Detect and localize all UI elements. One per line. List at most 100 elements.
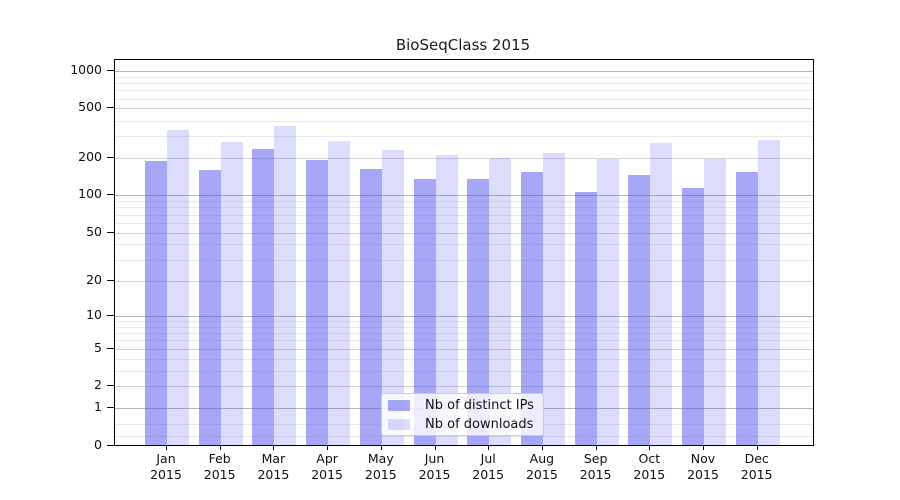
bar-downloads-dec — [757, 139, 780, 445]
bar-distinct-ips-dec — [735, 171, 758, 445]
x-tick-nov — [703, 445, 704, 450]
gridline-mid — [115, 232, 813, 234]
y-tick-label-20: 20 — [86, 271, 102, 287]
x-tick-oct — [649, 445, 651, 450]
y-tick-1000 — [107, 69, 114, 71]
gridline-minor — [115, 244, 813, 246]
y-tick-label-0: 0 — [94, 437, 102, 452]
y-tick-0 — [107, 445, 114, 446]
gridline-mid — [115, 108, 813, 110]
x-tick-label-jan: Jan 2015 — [134, 451, 198, 482]
legend-swatch-downloads — [388, 418, 410, 430]
x-tick-feb — [219, 445, 221, 450]
x-label-month: Feb — [208, 451, 231, 466]
gridline-minor — [115, 333, 813, 335]
bar-downloads-sep — [596, 158, 619, 445]
bar-downloads-jun — [435, 154, 458, 445]
y-tick-1 — [107, 407, 114, 409]
y-tick-label-500: 500 — [78, 99, 102, 115]
bar-downloads-feb — [220, 141, 243, 445]
y-tick-2 — [107, 385, 114, 387]
gridline-mid — [115, 348, 813, 350]
bar-downloads-oct — [650, 143, 673, 445]
x-tick-may — [380, 445, 382, 450]
x-label-month: Jun — [424, 451, 445, 466]
x-tick-label-dec: Dec 2015 — [725, 451, 789, 482]
x-tick-label-feb: Feb 2015 — [188, 451, 252, 482]
x-tick-apr — [327, 445, 329, 450]
legend-swatch-distinct-ips — [388, 399, 410, 411]
x-label-year: 2015 — [150, 466, 182, 482]
bar-distinct-ips-apr — [306, 160, 329, 445]
gridline-minor — [115, 207, 813, 209]
x-label-year: 2015 — [472, 466, 505, 482]
bar-distinct-ips-feb — [198, 170, 221, 445]
bar-distinct-ips-aug — [520, 171, 543, 445]
y-tick-label-200: 200 — [78, 149, 102, 164]
gridline-major — [115, 70, 813, 72]
legend-label-downloads: Nb of downloads — [425, 416, 534, 432]
x-label-year: 2015 — [418, 466, 451, 482]
bar-distinct-ips-mar — [252, 149, 275, 445]
y-tick-10 — [107, 314, 114, 316]
bar-distinct-ips-sep — [574, 191, 597, 445]
bar-downloads-apr — [328, 140, 351, 445]
x-tick-label-sep: Sep 2015 — [564, 451, 628, 482]
x-label-year: 2015 — [525, 466, 558, 482]
x-label-month: Jan — [156, 451, 176, 466]
y-tick-label-50: 50 — [86, 223, 102, 239]
gridline-minor — [115, 136, 813, 138]
y-tick-label-100: 100 — [78, 186, 102, 202]
x-label-month: Jul — [480, 451, 496, 466]
y-tick-label-10: 10 — [86, 306, 102, 322]
y-tick-500 — [107, 107, 114, 109]
y-tick-label-1000: 1000 — [70, 61, 102, 77]
x-label-month: Apr — [316, 451, 338, 466]
y-tick-5 — [107, 347, 114, 349]
legend-item-distinct-ips: Nb of distinct IPs — [388, 397, 537, 413]
bar-downloads-may — [381, 150, 404, 445]
x-tick-label-mar: Mar 2015 — [241, 451, 305, 482]
gridline-minor — [115, 214, 813, 216]
gridline-minor — [115, 76, 813, 78]
x-label-year: 2015 — [311, 466, 343, 482]
x-label-year: 2015 — [257, 466, 290, 482]
x-label-year: 2015 — [740, 466, 773, 482]
x-label-month: May — [367, 451, 394, 466]
x-tick-label-jul: Jul 2015 — [456, 451, 520, 482]
bar-distinct-ips-oct — [628, 175, 651, 445]
x-label-month: Dec — [744, 451, 769, 466]
gridline-mid — [115, 386, 813, 388]
x-label-year: 2015 — [203, 466, 236, 482]
y-tick-label-1: 1 — [94, 399, 102, 415]
gridline-major — [115, 315, 813, 317]
chart-title: BioSeqClass 2015 — [395, 36, 531, 54]
x-label-year: 2015 — [633, 466, 666, 482]
y-tick-200 — [107, 157, 114, 158]
x-label-month: Mar — [261, 451, 286, 466]
x-tick-jul — [488, 445, 490, 450]
x-label-year: 2015 — [579, 466, 612, 482]
gridline-minor — [115, 436, 813, 438]
bar-downloads-mar — [274, 126, 297, 445]
gridline-minor — [115, 340, 813, 342]
x-label-year: 2015 — [364, 466, 397, 482]
x-label-year: 2015 — [687, 466, 719, 482]
x-tick-sep — [595, 445, 597, 450]
y-tick-label-5: 5 — [94, 339, 102, 355]
x-tick-aug — [541, 445, 543, 450]
bar-downloads-jan — [167, 130, 189, 445]
x-tick-jan — [166, 445, 167, 450]
gridline-minor — [115, 90, 813, 92]
gridline-minor — [115, 370, 813, 372]
y-tick-20 — [107, 279, 114, 281]
bar-downloads-jul — [489, 158, 512, 445]
x-label-month: Aug — [529, 451, 555, 466]
x-label-month: Sep — [583, 451, 608, 466]
x-tick-jun — [434, 445, 436, 450]
plot-area: Nb of distinct IPs Nb of downloads — [114, 59, 814, 446]
legend-label-distinct-ips: Nb of distinct IPs — [425, 397, 534, 413]
x-tick-mar — [273, 445, 275, 450]
x-tick-dec — [756, 445, 758, 450]
